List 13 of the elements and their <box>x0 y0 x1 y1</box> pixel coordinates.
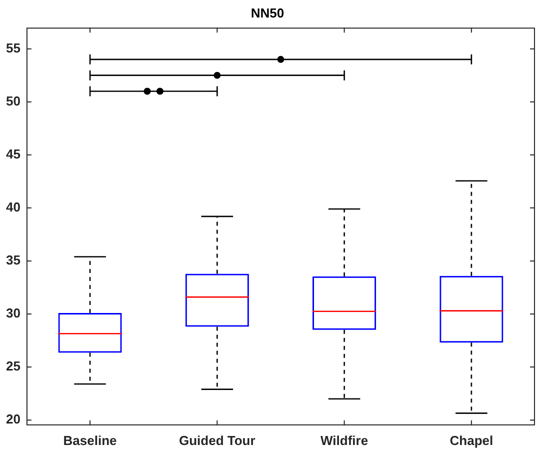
y-tick-label: 50 <box>6 93 20 108</box>
y-tick-label: 20 <box>6 412 20 427</box>
y-tick-label: 40 <box>6 200 20 215</box>
y-tick-label: 55 <box>6 40 20 56</box>
y-tick-label: 35 <box>6 252 20 268</box>
y-tick-label: 30 <box>6 306 20 321</box>
chart-title: NN50 <box>250 5 284 20</box>
x-tick-label: Baseline <box>63 432 117 448</box>
y-tick-label: 45 <box>6 146 20 162</box>
y-tick-label: 25 <box>6 358 20 374</box>
x-tick-label: Wildfire <box>320 432 368 448</box>
x-tick-label: Guided Tour <box>179 432 256 448</box>
x-tick-label: Chapel <box>450 432 494 448</box>
